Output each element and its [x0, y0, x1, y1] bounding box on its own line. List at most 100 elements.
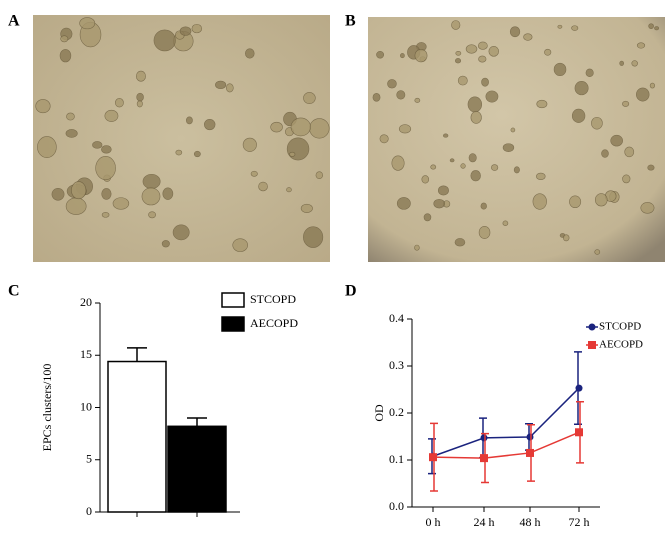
cell: [449, 158, 455, 163]
cell: [480, 202, 487, 210]
point: [429, 453, 437, 462]
cell: [443, 133, 449, 138]
cell: [467, 96, 483, 113]
cell: [303, 92, 316, 104]
cell: [153, 29, 176, 52]
y-tick-label: 20: [80, 295, 92, 309]
cell: [536, 99, 548, 109]
cell: [414, 97, 421, 103]
cell: [204, 119, 216, 131]
cell: [601, 149, 609, 158]
error-bar: [187, 417, 207, 427]
legend-marker: [588, 323, 596, 331]
cell: [136, 92, 144, 102]
y-tick-label: 10: [80, 399, 92, 413]
legend-label: STCOPD: [250, 292, 296, 306]
cell: [193, 150, 201, 158]
cell: [245, 48, 255, 59]
y-tick-label: 0.2: [389, 405, 404, 419]
cell: [315, 171, 324, 180]
cell: [544, 48, 552, 56]
cell: [148, 211, 157, 219]
cell: [553, 62, 567, 77]
legend-swatch: [221, 316, 245, 332]
cell: [172, 224, 190, 241]
cell: [574, 81, 589, 96]
x-tick-label: 0 h: [426, 515, 441, 529]
cell: [488, 46, 499, 57]
cell: [622, 174, 631, 184]
cell: [532, 193, 547, 210]
line: [432, 387, 580, 457]
cell: [465, 44, 478, 54]
panel-label: B: [345, 13, 356, 30]
cell: [179, 26, 192, 36]
cell: [649, 82, 655, 89]
cell: [502, 220, 509, 226]
cell: [562, 234, 570, 242]
y-tick-label: 0.0: [389, 499, 404, 513]
cell: [400, 53, 405, 59]
cell: [619, 60, 624, 66]
cell: [468, 153, 477, 163]
cell: [59, 49, 72, 63]
micrograph-a: [33, 15, 330, 262]
x-tick-label: 24 h: [474, 515, 495, 529]
cell: [115, 98, 124, 108]
cell: [186, 116, 193, 125]
cell: [414, 244, 420, 251]
error-bar: [127, 347, 147, 362]
cell: [191, 23, 203, 34]
cell: [141, 187, 161, 206]
cell: [101, 145, 112, 154]
point: [526, 448, 534, 457]
cell: [71, 181, 87, 200]
point: [575, 428, 583, 437]
cell: [631, 60, 638, 67]
cell: [654, 26, 660, 31]
cell: [51, 188, 65, 201]
cell: [470, 170, 481, 182]
cell: [225, 83, 234, 93]
cell: [242, 137, 257, 152]
cell: [286, 137, 310, 161]
cell: [591, 116, 603, 130]
cell: [485, 90, 499, 103]
cell: [647, 164, 655, 171]
cell: [636, 87, 650, 102]
cell: [457, 75, 468, 86]
bar: [107, 360, 167, 513]
cell: [594, 193, 608, 207]
cell: [258, 181, 268, 192]
cell: [79, 17, 96, 30]
cell: [142, 173, 161, 189]
panel-label: D: [345, 283, 357, 300]
cell: [455, 58, 462, 64]
cell: [101, 212, 110, 218]
cell: [398, 124, 412, 134]
cell: [232, 238, 248, 252]
cell: [37, 136, 57, 159]
y-tick-label: 5: [86, 452, 92, 466]
x-tick-label: 72 h: [569, 515, 590, 529]
cell: [557, 24, 563, 29]
cell: [478, 55, 487, 63]
y-tick-label: 0.1: [389, 452, 404, 466]
cell: [437, 185, 449, 196]
cell: [536, 172, 546, 180]
x-tick-label: 48 h: [520, 515, 541, 529]
bar: [167, 425, 227, 513]
cell: [215, 80, 227, 90]
point: [480, 434, 488, 442]
cell: [502, 143, 515, 152]
cell: [92, 141, 103, 149]
cell: [136, 100, 143, 108]
line: [432, 431, 580, 459]
cell: [414, 49, 428, 63]
y-axis-label: OD: [372, 404, 386, 422]
cell: [396, 197, 411, 210]
cell: [175, 149, 183, 156]
cell: [421, 175, 430, 184]
point: [575, 384, 583, 392]
cell: [423, 213, 432, 222]
